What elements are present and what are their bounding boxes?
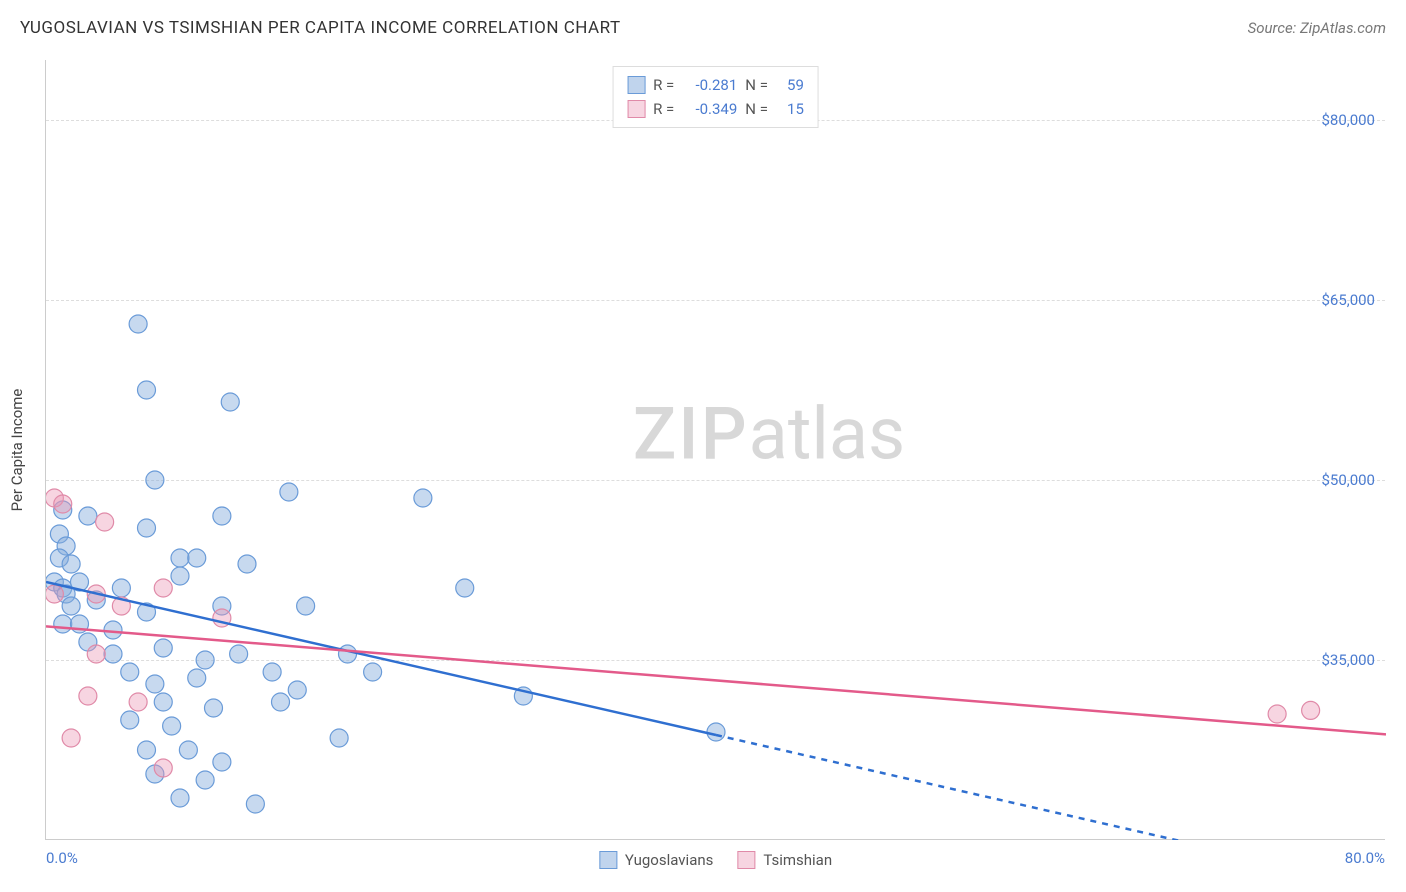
legend-correlation-box: R = -0.281 N = 59 R = -0.349 N = 15 bbox=[612, 66, 819, 128]
trend-line-solid bbox=[46, 582, 716, 735]
plot-container: Per Capita Income ZIPatlas $35,000$50,00… bbox=[45, 60, 1385, 840]
legend-label: Yugoslavians bbox=[625, 851, 714, 869]
trend-line-dashed bbox=[716, 735, 1386, 840]
n-value: 59 bbox=[776, 73, 804, 97]
legend-row-yugoslavians: R = -0.281 N = 59 bbox=[627, 73, 804, 97]
legend-series: Yugoslavians Tsimshian bbox=[599, 851, 832, 869]
r-value: -0.281 bbox=[682, 73, 737, 97]
chart-title: YUGOSLAVIAN VS TSIMSHIAN PER CAPITA INCO… bbox=[20, 18, 621, 38]
n-label: N = bbox=[745, 97, 768, 121]
plot-area: ZIPatlas $35,000$50,000$65,000$80,000 R … bbox=[45, 60, 1385, 840]
legend-row-tsimshian: R = -0.349 N = 15 bbox=[627, 97, 804, 121]
y-axis-title: Per Capita Income bbox=[8, 389, 26, 512]
chart-source: Source: ZipAtlas.com bbox=[1248, 19, 1386, 37]
legend-item-yugoslavians: Yugoslavians bbox=[599, 851, 714, 869]
trend-line-solid bbox=[46, 626, 1386, 734]
swatch-pink-icon bbox=[627, 100, 645, 118]
swatch-blue-icon bbox=[627, 76, 645, 94]
r-value: -0.349 bbox=[682, 97, 737, 121]
swatch-blue-icon bbox=[599, 851, 617, 869]
legend-label: Tsimshian bbox=[763, 851, 832, 869]
r-label: R = bbox=[653, 97, 674, 121]
trend-lines-layer bbox=[46, 60, 1386, 840]
x-tick-min: 0.0% bbox=[46, 849, 78, 867]
n-value: 15 bbox=[776, 97, 804, 121]
legend-item-tsimshian: Tsimshian bbox=[737, 851, 832, 869]
swatch-pink-icon bbox=[737, 851, 755, 869]
x-tick-max: 80.0% bbox=[1345, 849, 1385, 867]
r-label: R = bbox=[653, 73, 674, 97]
n-label: N = bbox=[745, 73, 768, 97]
